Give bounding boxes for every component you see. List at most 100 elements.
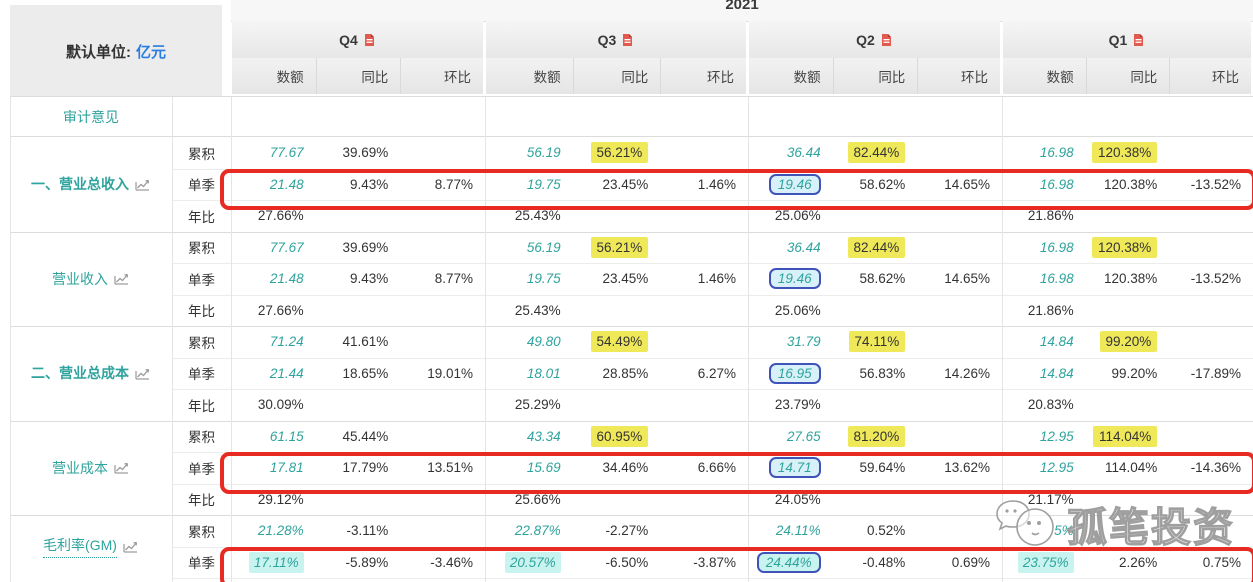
grid-hline: [10, 136, 1253, 137]
grid-vline: [748, 97, 749, 582]
cell-value: 56.21%: [590, 142, 649, 164]
year-label: 2021: [725, 0, 759, 13]
grid-hline: [172, 294, 1253, 296]
row-group-label-text: 毛利率(GM): [43, 535, 117, 558]
value-cell: 36.44: [748, 137, 833, 169]
grid-vline: [10, 97, 11, 582]
cell-value: 2.26%: [1119, 554, 1158, 570]
grid-hline: [172, 483, 1253, 485]
quarter-header-q3: Q3: [486, 21, 746, 59]
cell-value: 74.11%: [848, 331, 906, 353]
cell-value: 61.15: [269, 428, 304, 444]
value-cell: -2.27%: [573, 515, 661, 547]
row-type-label: 单季: [188, 461, 215, 477]
trend-chart-icon[interactable]: [135, 367, 151, 380]
value-cell: 5%: [1002, 515, 1086, 547]
cell-value: 56.21%: [590, 236, 649, 258]
value-cell: 0.75%: [1169, 547, 1253, 579]
cell-value: 25.43%: [514, 302, 561, 318]
row-group-label-text: 二、营业总成本: [31, 365, 129, 382]
grid-hline: [172, 389, 1253, 390]
value-cell: 81.20%: [833, 421, 918, 453]
unit-label: 默认单位:: [65, 43, 131, 61]
row-label-audit-opinion[interactable]: 审计意见: [10, 97, 172, 137]
cell-value: 23.45%: [602, 176, 649, 192]
row-group-label[interactable]: 营业收入: [10, 232, 172, 327]
trend-chart-icon[interactable]: [123, 540, 139, 553]
cell-value: 25.06%: [774, 302, 821, 318]
pdf-export-icon[interactable]: [363, 33, 376, 47]
value-cell: 1.46%: [660, 263, 748, 295]
value-cell: 27.66%: [231, 295, 316, 327]
value-cell: 13.51%: [400, 452, 485, 484]
cell-value: 19.75: [526, 271, 561, 287]
cell-value: 27.65: [786, 428, 821, 444]
cell-value: 16.95: [768, 362, 821, 384]
pdf-export-icon[interactable]: [621, 33, 634, 47]
value-cell: 58.62%: [833, 263, 918, 295]
grid-hline: [172, 263, 1253, 264]
unit-value-link[interactable]: 亿元: [135, 43, 166, 61]
quarter-header-label: Q2: [856, 31, 875, 48]
cell-value: -2.27%: [605, 523, 649, 539]
value-cell: 2.26%: [1086, 547, 1170, 579]
grid-hline: [10, 515, 1253, 516]
cell-value: 31.79: [786, 334, 821, 350]
pdf-export-icon[interactable]: [1132, 33, 1145, 47]
value-cell: 14.65%: [917, 263, 1002, 295]
cell-value: 22.87%: [514, 523, 561, 539]
cell-value: 24.11%: [775, 523, 821, 539]
quarter-header-label: Q4: [339, 31, 358, 48]
value-cell: 9.43%: [316, 263, 401, 295]
subcolumn-header: 数额: [232, 58, 317, 94]
value-cell: 120.38%: [1086, 232, 1170, 264]
value-cell: 25.43%: [485, 295, 573, 327]
row-group-label[interactable]: 二、营业总成本: [10, 326, 172, 421]
cell-value: 17.11%: [248, 551, 304, 573]
cell-value: 23.75%: [1017, 551, 1074, 573]
value-cell: 14.84: [1002, 326, 1086, 358]
cell-value: -3.11%: [346, 523, 389, 539]
row-group-label-text: 营业收入: [52, 270, 108, 287]
trend-chart-icon[interactable]: [114, 272, 130, 285]
value-cell: 19.46: [748, 169, 833, 201]
cell-value: 27.66%: [257, 302, 304, 318]
trend-chart-icon[interactable]: [135, 178, 151, 191]
subcolumn-header: 数额: [749, 58, 834, 94]
cell-value: 24.05%: [774, 491, 821, 507]
value-cell: 59.64%: [833, 452, 918, 484]
cell-value: 21.48: [269, 271, 304, 287]
grid-hline: [10, 96, 1253, 97]
value-cell: 1.46%: [660, 169, 748, 201]
cell-value: 120.38%: [1092, 142, 1158, 164]
value-cell: -14.36%: [1169, 452, 1253, 484]
row-type-label: 年比: [188, 304, 215, 320]
row-group-label-text: 营业成本: [52, 459, 108, 476]
value-cell: 36.44: [748, 232, 833, 264]
value-cell: 114.04%: [1086, 421, 1170, 453]
value-cell: 24.05%: [748, 484, 833, 516]
value-cell: 15.69: [485, 452, 573, 484]
trend-chart-icon[interactable]: [114, 461, 130, 474]
row-group-label[interactable]: 毛利率(GM): [10, 515, 172, 578]
value-cell: 71.24: [231, 326, 316, 358]
cell-value: 16.98: [1039, 271, 1074, 287]
cell-value: 17.81: [269, 460, 304, 476]
value-cell: 43.34: [485, 421, 573, 453]
value-cell: 18.01: [485, 358, 573, 390]
pdf-export-icon[interactable]: [880, 33, 893, 47]
value-cell: 0.69%: [917, 547, 1002, 579]
cell-value: 58.62%: [859, 271, 906, 287]
value-cell: 82.44%: [833, 137, 918, 169]
value-cell: 29.12%: [231, 484, 316, 516]
subcolumn-header: 环比: [661, 58, 746, 94]
row-group-label[interactable]: 营业成本: [10, 421, 172, 516]
value-cell: 21.17%: [1002, 484, 1086, 516]
row-group-label[interactable]: 一、营业总收入: [10, 137, 172, 232]
value-cell: 6.66%: [660, 452, 748, 484]
cell-value: 20.57%: [504, 551, 561, 573]
cell-value: 19.75: [526, 176, 561, 192]
cell-value: 99.20%: [1099, 331, 1158, 353]
cell-value: 25.43%: [514, 208, 561, 224]
value-cell: 56.83%: [833, 358, 918, 390]
